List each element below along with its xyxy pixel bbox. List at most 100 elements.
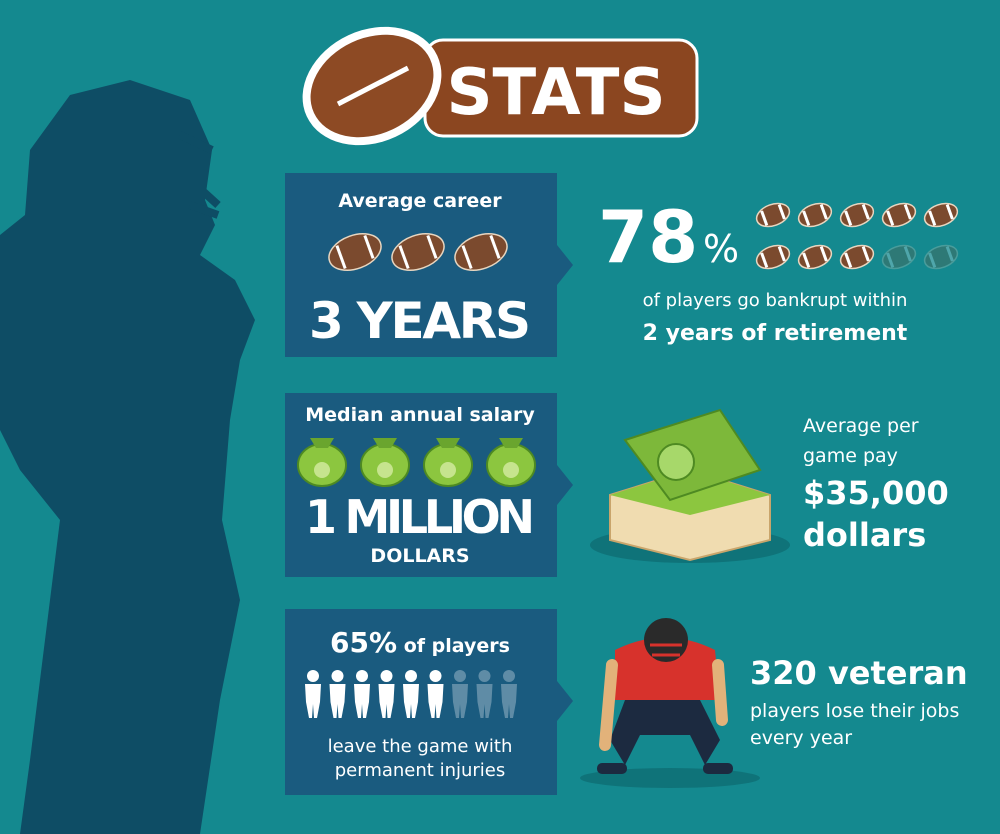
injuries-line1: leave the game with: [328, 736, 513, 757]
football-icon: [797, 202, 833, 228]
stripe: [886, 210, 895, 226]
salary-label: Median annual salary: [305, 404, 535, 426]
player-silhouette: [0, 80, 255, 834]
stripe: [945, 204, 954, 220]
stripe: [426, 234, 438, 259]
body: [501, 684, 517, 718]
stripe: [489, 234, 501, 259]
stripe: [819, 204, 828, 220]
helmet: [644, 618, 688, 662]
title: STATS: [446, 56, 665, 130]
football-icon: [391, 233, 445, 271]
body: [427, 684, 444, 718]
bag-seal: [377, 462, 393, 478]
stripe: [861, 204, 870, 220]
money-bag-icon: [297, 438, 347, 487]
injuries-line2: permanent injuries: [335, 760, 506, 781]
stripe: [777, 246, 786, 262]
career-value: 3 YEARS: [309, 292, 531, 350]
stripe: [844, 252, 853, 268]
icons: [297, 202, 959, 718]
football-icon: [839, 244, 875, 270]
head: [380, 670, 393, 682]
head: [503, 670, 515, 682]
stripe: [760, 210, 769, 226]
player-icon: [452, 670, 468, 718]
stripe: [886, 252, 895, 268]
jersey: [615, 637, 720, 700]
body: [452, 684, 468, 718]
salary-unit: DOLLARS: [370, 545, 469, 567]
bankrupt-unit: %: [703, 227, 739, 271]
veterans-headline: 320 veteran: [750, 654, 968, 692]
head: [454, 670, 466, 682]
pay-line2: game pay: [803, 445, 898, 467]
ball: [881, 244, 917, 270]
stripe: [844, 210, 853, 226]
arms: [599, 659, 728, 751]
stripe: [335, 245, 347, 270]
bag-neck: [310, 438, 334, 448]
salary-value: 1 MILLION: [305, 490, 535, 544]
pay-unit: dollars: [803, 516, 926, 554]
veterans-line1: players lose their jobs: [750, 700, 959, 722]
player-icon: [378, 670, 395, 718]
player-icon: [305, 670, 321, 718]
bag-neck: [436, 438, 460, 448]
bankrupt-line2: 2 years of retirement: [643, 321, 908, 346]
body: [329, 684, 346, 718]
stripe: [945, 246, 954, 262]
head: [307, 670, 319, 682]
player-icon: [329, 670, 346, 718]
bankrupt-line1: of players go bankrupt within: [643, 290, 908, 311]
football-icon: [881, 244, 917, 270]
football-icon: [454, 233, 508, 271]
football-icon: [328, 233, 382, 271]
stripe: [363, 234, 375, 259]
stripe: [928, 210, 937, 226]
stripe: [903, 246, 912, 262]
body: [305, 684, 321, 718]
money-bag-icon: [423, 438, 473, 487]
body: [378, 684, 395, 718]
pay-line1: Average per: [803, 415, 919, 437]
stripe: [398, 245, 410, 270]
bag-seal: [440, 462, 456, 478]
head: [331, 670, 344, 682]
shoe: [703, 763, 733, 774]
lineman: [580, 618, 760, 788]
bag-seal: [314, 462, 330, 478]
football-icon: [797, 244, 833, 270]
stripe: [777, 204, 786, 220]
player-icon: [501, 670, 517, 718]
bag-seal: [503, 462, 519, 478]
facemask: [178, 131, 221, 219]
football-icon: [881, 202, 917, 228]
pants: [610, 700, 720, 765]
body: [476, 684, 493, 718]
head: [356, 670, 368, 682]
ball-lace: [336, 65, 410, 107]
stripe: [461, 245, 473, 270]
football-icon: [923, 244, 959, 270]
injuries-text: of players: [404, 635, 510, 657]
bill-seal: [657, 443, 695, 481]
money-bag-icon: [486, 438, 536, 487]
bankrupt-percent: 78: [598, 195, 698, 279]
money-stack: [590, 408, 790, 563]
stripe: [819, 246, 828, 262]
player-icon: [403, 670, 419, 718]
career-label: Average career: [338, 190, 502, 212]
injuries-headline: 65% of players: [330, 626, 510, 659]
football-icon: [923, 202, 959, 228]
header: STATS: [302, 26, 699, 146]
stripe: [861, 246, 870, 262]
facemask: [650, 643, 682, 657]
football-icon: [755, 244, 791, 270]
shoe: [597, 763, 627, 774]
head: [405, 670, 417, 682]
bag-neck: [499, 438, 523, 448]
body: [354, 684, 370, 718]
